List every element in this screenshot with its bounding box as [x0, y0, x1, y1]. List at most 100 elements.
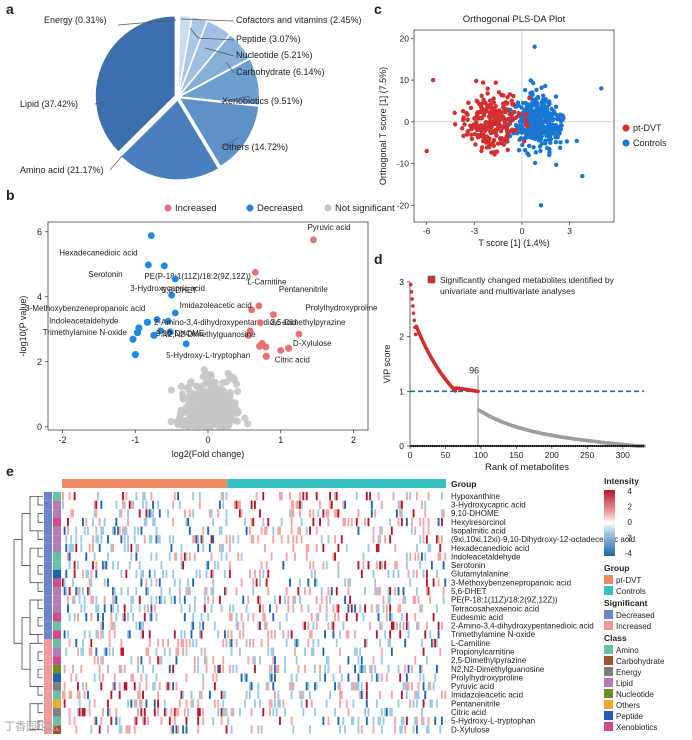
heatmap-cell: [305, 699, 308, 708]
heatmap-cell: [355, 613, 358, 622]
heatmap-cell: [270, 699, 273, 708]
heatmap-cell: [414, 613, 417, 622]
panel-label-c: c: [374, 1, 382, 17]
heatmap-cell: [155, 552, 158, 561]
heatmap-cell: [172, 682, 175, 691]
heatmap-cell: [148, 613, 151, 622]
heatmap-cell: [379, 535, 382, 544]
row-label: D-Xylulose: [451, 725, 490, 734]
heatmap-cell: [395, 561, 398, 570]
score-point-controls: [547, 114, 552, 120]
score-point-controls: [547, 146, 552, 152]
heatmap-cell: [177, 492, 180, 501]
score-point-pt-dvt: [479, 101, 484, 107]
heatmap-cell: [227, 716, 230, 725]
heatmap-cell: [332, 621, 335, 630]
heatmap-cell: [165, 569, 168, 579]
heatmap-cell: [265, 561, 268, 570]
heatmap-cell: [310, 630, 313, 639]
heatmap-cell: [203, 647, 206, 656]
dendrogram-branch: [37, 495, 43, 506]
pie-leader-line: [109, 155, 123, 171]
heatmap-cell: [142, 569, 145, 579]
heatmap-cell: [243, 517, 246, 527]
heatmap-cell: [112, 595, 114, 604]
heatmap-cell: [374, 578, 377, 587]
heatmap-cell: [432, 682, 435, 691]
class-annotation: [53, 526, 61, 536]
point-not-significant: [184, 385, 192, 393]
heatmap-cell: [192, 621, 195, 630]
point-not-significant: [192, 402, 200, 411]
row-label: Hypoxanthine: [451, 492, 500, 501]
heatmap-cell: [270, 664, 273, 674]
heatmap-cell: [222, 708, 225, 717]
heatmap-cell: [123, 604, 126, 613]
heatmap-cell: [374, 664, 377, 674]
class-legend-label: Carbohydrate: [616, 657, 665, 666]
vip-zero-point: [561, 444, 564, 448]
heatmap-cell: [90, 647, 93, 656]
heatmap-cell: [178, 595, 181, 604]
vip-zero-point: [606, 444, 609, 448]
heatmap-cell: [332, 552, 335, 561]
class-annotation: [53, 690, 61, 700]
score-point-pt-dvt: [479, 145, 485, 150]
score-point-pt-dvt: [481, 132, 486, 137]
heatmap-cell: [335, 604, 338, 613]
heatmap-cell: [193, 595, 196, 604]
heatmap-cell: [420, 604, 423, 613]
heatmap-cell: [364, 517, 367, 527]
heatmap-cell: [132, 673, 134, 682]
heatmap-cell: [427, 543, 430, 553]
group-legend-swatch: [604, 586, 613, 595]
heatmap-cell: [80, 647, 83, 656]
heatmap-cell: [259, 604, 261, 613]
heatmap-cell: [434, 673, 437, 682]
heatmap-cell: [112, 526, 114, 535]
group-legend-title: Group: [604, 563, 630, 573]
heatmap-cell: [435, 535, 438, 544]
heatmap-cell: [192, 613, 195, 622]
vip-point: [411, 304, 415, 308]
heatmap-cell: [118, 682, 121, 691]
heatmap-cell: [375, 699, 378, 708]
heatmap-cell: [85, 682, 88, 691]
point-significant: [131, 351, 140, 359]
heatmap-cell: [420, 500, 423, 509]
heatmap-cell: [390, 613, 393, 622]
score-point-pt-dvt: [465, 129, 471, 134]
labeled-point: [182, 340, 190, 348]
heatmap-cell: [80, 535, 83, 544]
heatmap-cell: [407, 664, 410, 674]
heatmap-cell: [312, 561, 315, 570]
heatmap-cell: [225, 587, 228, 596]
heatmap-cell: [415, 587, 418, 596]
intensity-tick: -2: [625, 534, 633, 543]
heatmap-cell: [68, 561, 71, 570]
heatmap-cell: [118, 725, 121, 734]
heatmap-cell: [269, 604, 271, 613]
heatmap-cell: [420, 664, 423, 674]
heatmap-cell: [135, 716, 138, 725]
heatmap-cell: [90, 613, 93, 622]
heatmap-cell: [208, 690, 211, 700]
score-point-controls: [528, 78, 533, 83]
score-point-pt-dvt: [523, 117, 528, 122]
heatmap-cell: [105, 647, 108, 656]
heatmap-cell: [274, 664, 276, 674]
heatmap-cell: [405, 613, 408, 622]
heatmap-cell: [387, 587, 390, 596]
heatmap-cell: [225, 492, 228, 501]
heatmap-cell: [95, 500, 98, 509]
heatmap-cell: [127, 543, 129, 553]
heatmap-cell: [235, 613, 238, 622]
score-point-pt-dvt: [480, 106, 485, 111]
heatmap-cell: [225, 552, 228, 561]
heatmap-cell: [190, 630, 193, 639]
labeled-point: [166, 328, 174, 336]
heatmap-cell: [305, 526, 308, 535]
heatmap-cell: [200, 535, 203, 544]
heatmap-cell: [212, 578, 215, 587]
legend-marker: [427, 275, 436, 284]
